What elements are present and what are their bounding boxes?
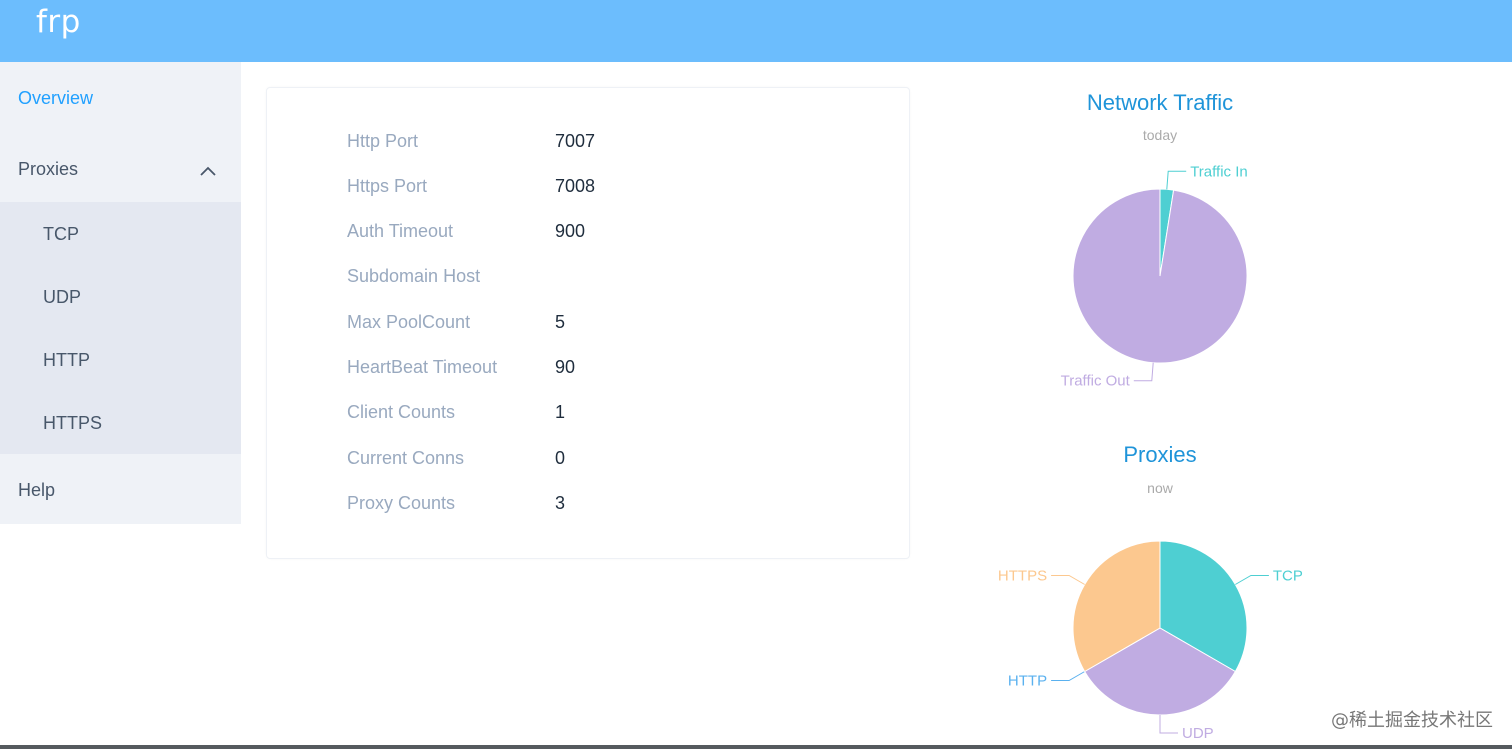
pie-slice-udp[interactable] bbox=[1083, 627, 1237, 716]
app-brand[interactable]: frp bbox=[36, 4, 81, 40]
info-row-auth-timeout: Auth Timeout 900 bbox=[347, 221, 867, 251]
traffic-chart-subtitle: today bbox=[1142, 127, 1178, 143]
info-value: 90 bbox=[555, 357, 576, 377]
info-value: 5 bbox=[555, 312, 566, 332]
sidebar-item-udp[interactable]: UDP bbox=[0, 265, 241, 328]
proxies-submenu: TCP UDP HTTP HTTPS bbox=[0, 202, 241, 454]
pie-leader-udp bbox=[1159, 715, 1178, 734]
info-row-max-poolcount: Max PoolCount 5 bbox=[347, 312, 867, 342]
info-value: 7007 bbox=[555, 131, 596, 151]
sidebar-item-help[interactable]: Help bbox=[0, 457, 241, 521]
info-label: Http Port bbox=[347, 131, 419, 151]
info-label: Auth Timeout bbox=[347, 221, 454, 241]
watermark: @稀土掘金技术社区 bbox=[1331, 710, 1493, 731]
info-label: Max PoolCount bbox=[347, 312, 471, 332]
info-row-http-port: Http Port 7007 bbox=[347, 131, 867, 161]
sidebar: Overview Proxies TCP UDP HTTP HTTPS Help bbox=[0, 62, 241, 524]
info-row-heartbeat-timeout: HeartBeat Timeout 90 bbox=[347, 357, 867, 387]
info-row-subdomain-host: Subdomain Host bbox=[347, 266, 867, 296]
sidebar-item-http[interactable]: HTTP bbox=[0, 328, 241, 391]
pie-leader-https bbox=[1051, 575, 1085, 585]
sidebar-item-proxies[interactable]: Proxies bbox=[0, 136, 241, 200]
sidebar-item-https[interactable]: HTTPS bbox=[0, 391, 241, 454]
pie-leader-traffic-out bbox=[1133, 362, 1154, 382]
pie-leader-http bbox=[1051, 671, 1085, 681]
sidebar-item-label: UDP bbox=[43, 287, 82, 307]
proxies-chart-title: Proxies bbox=[1123, 442, 1197, 467]
sidebar-item-label: TCP bbox=[43, 224, 79, 244]
info-row-https-port: Https Port 7008 bbox=[347, 176, 867, 206]
proxies-pie-chart[interactable]: TCP UDP HTTP HTTPS bbox=[960, 500, 1360, 749]
pie-slice-traffic-out[interactable] bbox=[1072, 188, 1248, 364]
bottom-edge bbox=[0, 745, 1512, 749]
pie-label-traffic-in: Traffic In bbox=[1190, 163, 1248, 180]
info-row-current-conns: Current Conns 0 bbox=[347, 448, 867, 478]
info-row-client-counts: Client Counts 1 bbox=[347, 402, 867, 432]
sidebar-item-label: Help bbox=[18, 480, 56, 500]
info-label: Current Conns bbox=[347, 448, 465, 468]
info-label: HeartBeat Timeout bbox=[347, 357, 498, 377]
pie-label-http: HTTP bbox=[1008, 673, 1047, 690]
info-value: 3 bbox=[555, 493, 566, 513]
pie-label-traffic-out: Traffic Out bbox=[1061, 373, 1131, 390]
info-value: 0 bbox=[555, 448, 566, 468]
info-row-proxy-counts: Proxy Counts 3 bbox=[347, 493, 867, 523]
sidebar-item-label: Overview bbox=[18, 88, 94, 108]
sidebar-item-label: HTTP bbox=[43, 350, 90, 370]
sidebar-item-tcp[interactable]: TCP bbox=[0, 202, 241, 265]
info-label: Proxy Counts bbox=[347, 493, 456, 513]
traffic-pie-chart[interactable]: Traffic In Traffic Out bbox=[960, 150, 1360, 400]
info-value: 1 bbox=[555, 402, 566, 422]
info-value: 7008 bbox=[555, 176, 596, 196]
info-label: Client Counts bbox=[347, 402, 456, 422]
pie-label-udp: UDP bbox=[1182, 725, 1214, 742]
traffic-chart-title: Network Traffic bbox=[1086, 90, 1234, 115]
proxies-chart-subtitle: now bbox=[1147, 480, 1173, 496]
pie-leader-traffic-in bbox=[1166, 170, 1187, 190]
sidebar-item-label: Proxies bbox=[18, 159, 79, 179]
sidebar-item-overview[interactable]: Overview bbox=[0, 65, 241, 129]
chevron-up-icon bbox=[200, 166, 216, 176]
sidebar-item-label: HTTPS bbox=[43, 413, 103, 433]
pie-leader-tcp bbox=[1235, 575, 1269, 585]
info-label: Subdomain Host bbox=[347, 266, 481, 286]
info-value: 900 bbox=[555, 221, 586, 241]
top-bar: frp bbox=[0, 0, 1512, 62]
server-info-card: Http Port 7007 Https Port 7008 Auth Time… bbox=[266, 87, 910, 559]
pie-label-https: HTTPS bbox=[998, 568, 1047, 585]
info-label: Https Port bbox=[347, 176, 428, 196]
pie-label-tcp: TCP bbox=[1273, 568, 1303, 585]
